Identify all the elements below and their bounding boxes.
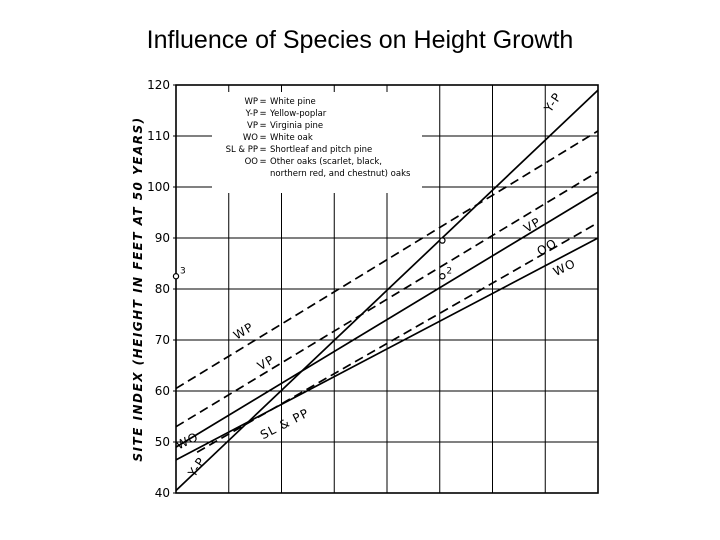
y-tick-label: 110 bbox=[147, 129, 170, 143]
legend-equals: = bbox=[259, 109, 266, 119]
y-tick-label: 50 bbox=[155, 435, 170, 449]
legend-equals: = bbox=[259, 157, 266, 167]
series-lines bbox=[175, 89, 599, 492]
line-label: SL & PP bbox=[258, 406, 311, 442]
legend-name: Virginia pine bbox=[270, 121, 323, 131]
line-label: OO bbox=[534, 236, 559, 259]
legend-equals: = bbox=[259, 145, 266, 155]
line-label: WO bbox=[551, 256, 578, 279]
legend-equals: = bbox=[259, 97, 266, 107]
y-tick-label: 100 bbox=[147, 180, 170, 194]
y-axis-label: SITE INDEX (HEIGHT IN FEET AT 50 YEARS) bbox=[131, 116, 145, 461]
legend-code: WP bbox=[244, 97, 258, 107]
line-label: VP bbox=[255, 352, 277, 373]
legend-equals: = bbox=[259, 121, 266, 131]
y-tick-label: 70 bbox=[155, 333, 170, 347]
line-label: Y-P bbox=[185, 455, 209, 481]
legend-background bbox=[212, 92, 422, 193]
legend-name: Other oaks (scarlet, black, bbox=[270, 157, 382, 167]
series-line-oo bbox=[175, 191, 599, 448]
data-marker bbox=[172, 273, 180, 280]
legend-name: Shortleaf and pitch pine bbox=[270, 145, 372, 155]
y-tick-label: 90 bbox=[155, 231, 170, 245]
y-tick-label: 40 bbox=[155, 486, 170, 500]
legend-code: WO bbox=[243, 133, 258, 143]
legend-code: VP bbox=[247, 121, 258, 131]
data-marker-label: 2 bbox=[446, 266, 452, 276]
legend-name: White pine bbox=[270, 97, 316, 107]
series-line-vp bbox=[175, 170, 599, 428]
legend-name: White oak bbox=[270, 133, 313, 143]
legend-name: Yellow-poplar bbox=[269, 109, 327, 119]
line-label: VP bbox=[521, 215, 543, 236]
legend-code: SL & PP bbox=[226, 145, 258, 155]
page-title: Influence of Species on Height Growth bbox=[146, 26, 574, 54]
legend-code: Y-P bbox=[245, 109, 258, 119]
y-tick-label: 120 bbox=[147, 78, 170, 92]
legend-code: OO bbox=[245, 157, 259, 167]
series-line-wo bbox=[175, 237, 599, 461]
y-axis-ticks: 40 50 60 70 80 90 100 110 120 bbox=[147, 78, 176, 500]
data-marker bbox=[439, 273, 446, 280]
y-tick-label: 60 bbox=[155, 384, 170, 398]
y-tick-label: 80 bbox=[155, 282, 170, 296]
legend-equals: = bbox=[259, 133, 266, 143]
series-line-sl-pp bbox=[196, 221, 599, 453]
data-marker-label: 3 bbox=[180, 266, 186, 276]
line-label: Y-P bbox=[541, 90, 565, 116]
data-marker bbox=[439, 237, 446, 244]
line-label: WP bbox=[231, 320, 256, 343]
series-line-wp bbox=[175, 130, 599, 390]
legend-name: northern red, and chestnut) oaks bbox=[270, 169, 411, 179]
